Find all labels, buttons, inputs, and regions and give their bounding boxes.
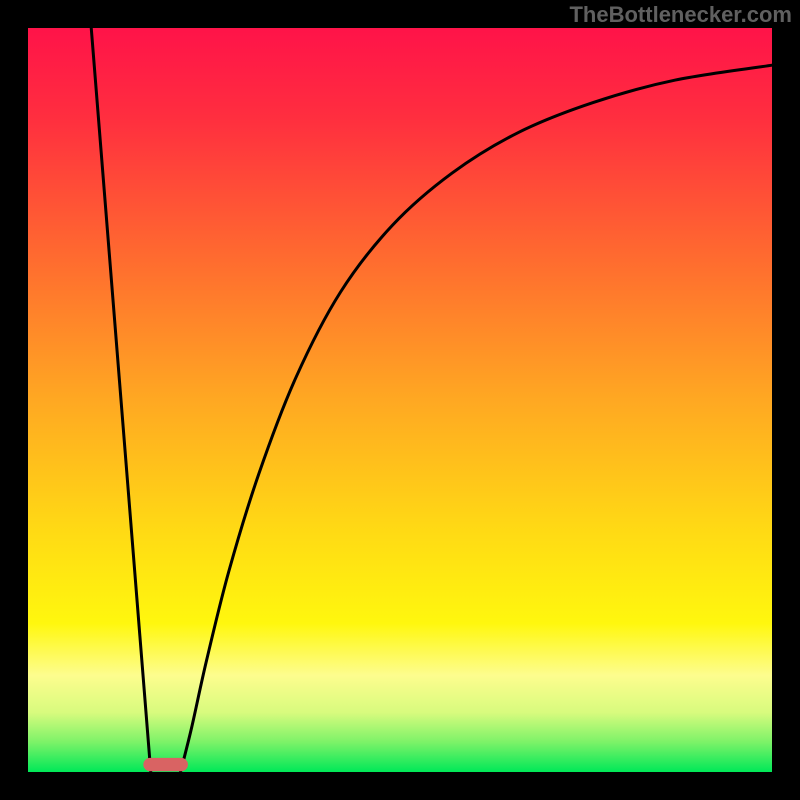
optimum-marker xyxy=(143,758,188,771)
plot-gradient-background xyxy=(28,28,772,772)
chart-container: TheBottlenecker.com xyxy=(0,0,800,800)
bottleneck-chart xyxy=(0,0,800,800)
watermark-text: TheBottlenecker.com xyxy=(569,2,792,28)
